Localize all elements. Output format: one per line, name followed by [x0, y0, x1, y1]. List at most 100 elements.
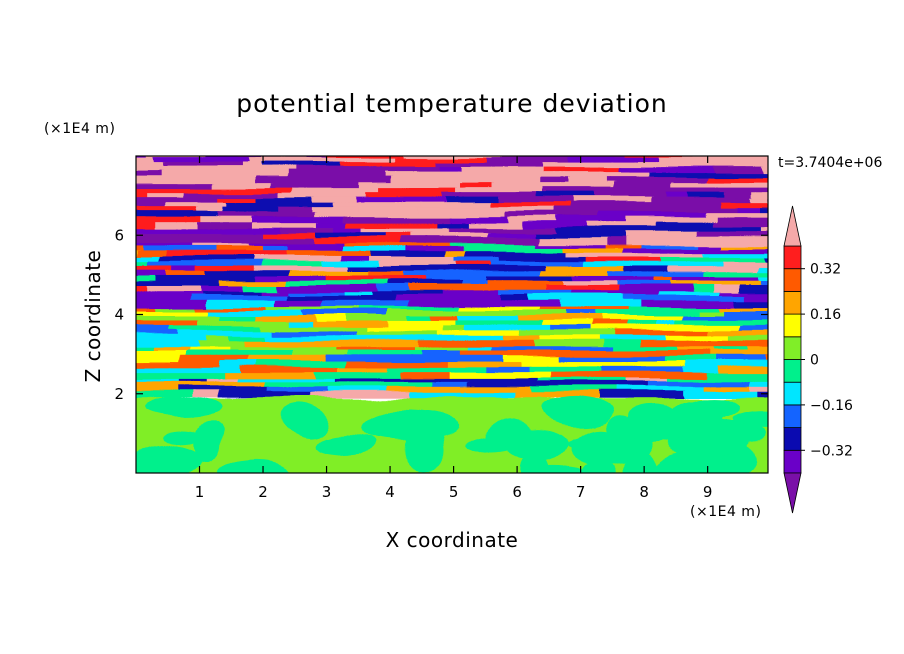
field-cell: [624, 265, 670, 273]
field-cell: [259, 325, 370, 333]
field-cell: [207, 300, 280, 308]
field-cell: [661, 256, 765, 264]
field-cell: [155, 222, 200, 230]
field-cell: [194, 305, 271, 313]
colorbar-segment: [783, 313, 802, 338]
field-cell: [717, 217, 768, 225]
field-cell: [397, 212, 507, 220]
field-patch: [196, 420, 225, 465]
field-cell: [598, 172, 650, 180]
field-cell: [148, 261, 183, 268]
field-cell: [602, 366, 685, 374]
field-cell: [136, 157, 156, 165]
field-cell: [413, 345, 470, 353]
time-label: t=3.7404e+06: [778, 155, 882, 171]
chart-title: potential temperature deviation: [236, 89, 667, 118]
field-cell: [500, 295, 531, 303]
field-patch: [620, 451, 657, 473]
field-cell: [227, 345, 337, 353]
x-axis: 1 2 3 4 5 6 7 8 9: [195, 156, 712, 501]
field-cell: [136, 197, 222, 205]
field-cell: [687, 192, 727, 200]
field-cell: [165, 202, 230, 210]
field-cell: [751, 192, 768, 200]
field-cell: [559, 300, 644, 308]
field-cell: [347, 381, 433, 389]
field-cell: [236, 376, 337, 384]
field-cell: [155, 275, 259, 283]
field-cell: [345, 222, 411, 230]
field-cell: [402, 270, 472, 278]
field-cell: [698, 242, 723, 249]
field-cell: [656, 222, 716, 230]
field-cell: [653, 275, 674, 283]
colorbar-segment: [783, 427, 802, 451]
field-cell: [178, 232, 266, 240]
field-cell: [255, 177, 324, 185]
field-cell: [227, 202, 335, 210]
field-cell: [408, 284, 492, 292]
field-cell: [180, 261, 264, 268]
field-cell: [621, 246, 730, 254]
field-cell: [539, 305, 631, 313]
field-cell: [343, 246, 409, 254]
field-cell: [136, 315, 223, 323]
field-cell: [553, 207, 578, 215]
field-cell: [503, 355, 563, 364]
x-tick-label: 1: [195, 483, 205, 501]
field-cell: [154, 305, 197, 313]
field-patch: [666, 401, 721, 446]
field-cell: [447, 265, 548, 273]
field-cell: [315, 340, 420, 348]
field-cell: [240, 366, 342, 374]
field-cell: [153, 157, 218, 165]
field-cell: [573, 197, 654, 205]
field-cell: [540, 162, 611, 170]
field-cell: [547, 350, 607, 358]
field-patch: [567, 432, 642, 453]
field-cell: [419, 202, 493, 210]
field-cell: [219, 197, 261, 205]
field-cell: [575, 207, 647, 215]
field-patch: [523, 452, 554, 473]
field-cell: [387, 366, 487, 374]
field-cell: [651, 197, 752, 205]
field-cell: [758, 275, 768, 283]
colorbar-extend-top: [783, 205, 802, 247]
field-cell: [368, 270, 405, 278]
field-cell: [498, 256, 589, 264]
field-cell: [136, 157, 138, 165]
field-cell: [416, 207, 497, 215]
field-cell: [361, 227, 450, 235]
field-cell: [252, 222, 319, 230]
field-cell: [208, 310, 307, 318]
field-cell: [461, 192, 518, 200]
field-cell: [205, 335, 230, 343]
field-cell: [316, 315, 349, 323]
field-cell: [565, 251, 671, 259]
colorbar-segment: [783, 245, 802, 270]
field-cell: [760, 207, 768, 215]
field-cell: [197, 207, 226, 215]
x-tick-label: 5: [449, 483, 459, 501]
field-cell: [587, 222, 659, 230]
field-cell: [539, 376, 629, 384]
field-cell: [604, 242, 642, 249]
field-cell: [720, 237, 756, 245]
field-cell: [658, 157, 761, 165]
field-cell: [515, 192, 538, 200]
field-cell: [517, 237, 540, 245]
field-cell: [325, 275, 427, 283]
field-cell: [617, 202, 723, 210]
field-cell: [160, 172, 188, 180]
field-cell: [136, 340, 200, 348]
field-cell: [410, 280, 464, 287]
field-cell: [713, 345, 750, 353]
field-cell: [687, 187, 768, 195]
field-cell: [519, 330, 618, 338]
field-cell: [521, 222, 590, 230]
field-cell: [462, 167, 544, 175]
field-cell: [343, 242, 452, 249]
field-cell: [681, 325, 744, 333]
field-cell: [767, 197, 768, 205]
